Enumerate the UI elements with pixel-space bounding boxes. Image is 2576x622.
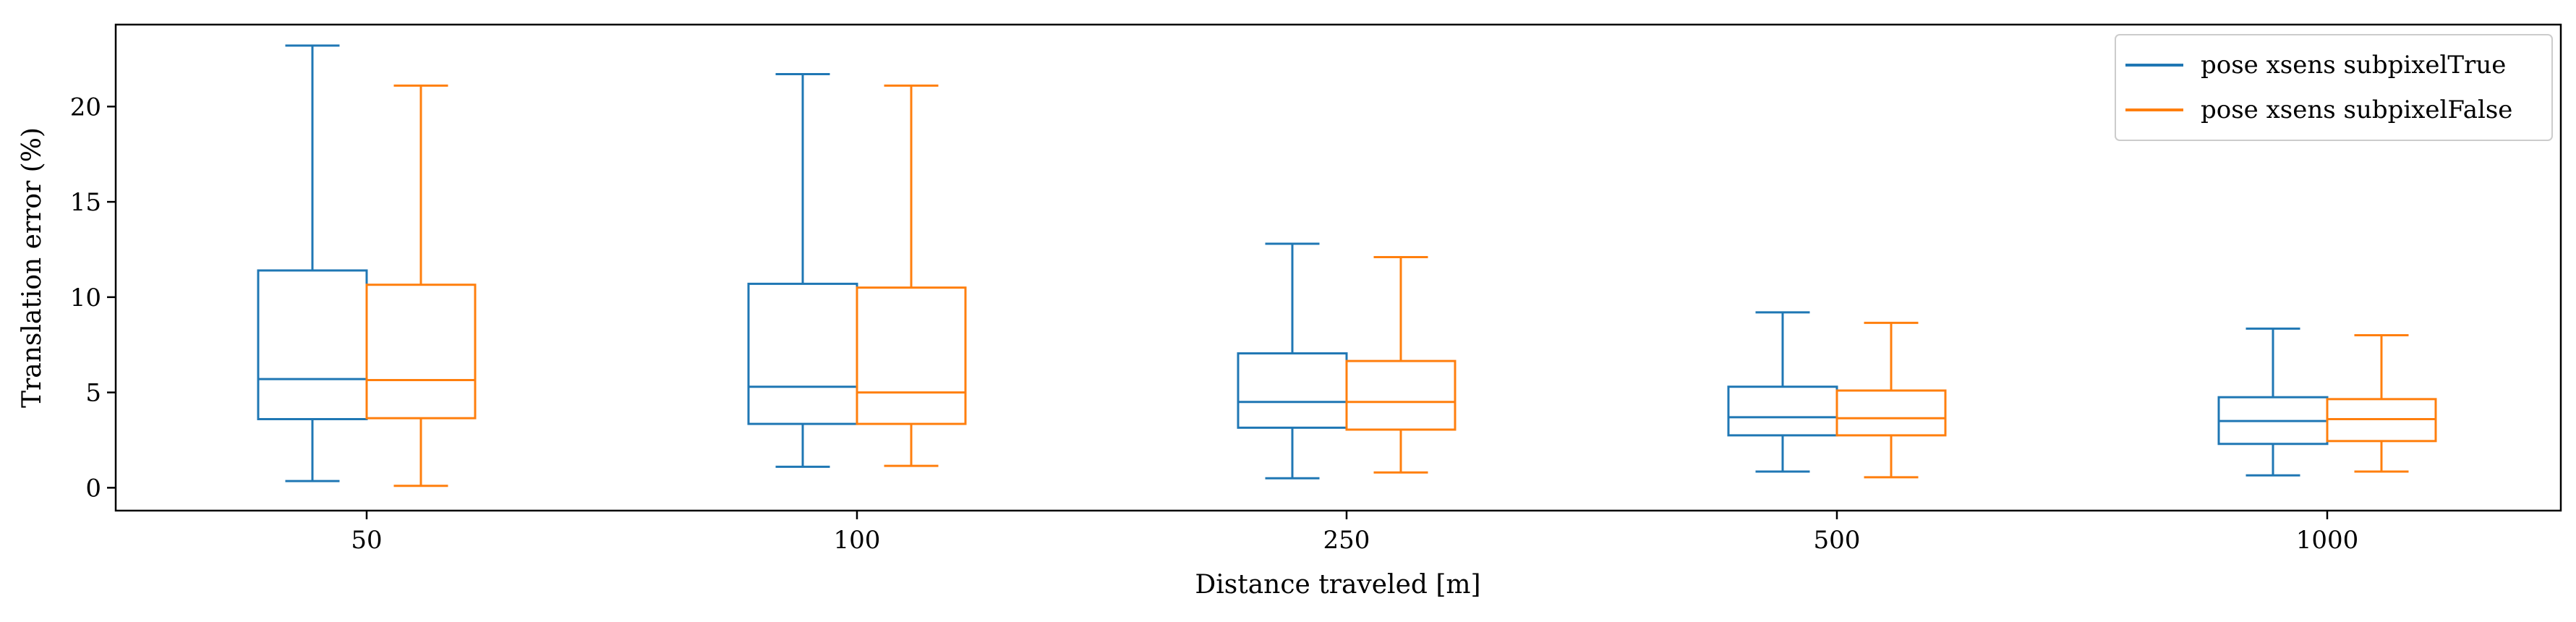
- y-tick-label: 15: [70, 188, 101, 217]
- y-tick-label: 20: [70, 93, 101, 122]
- x-tick-label: 100: [834, 526, 881, 555]
- x-axis: 50 100 250 500 1000: [351, 511, 2358, 555]
- box-subpixel-false: [856, 84, 967, 467]
- legend-label: pose xsens subpixelTrue: [2201, 51, 2506, 80]
- box-subpixel-false: [2326, 334, 2437, 473]
- x-tick-label: 50: [351, 526, 382, 555]
- x-tick-label: 1000: [2296, 526, 2359, 555]
- y-axis-label: Translation error (%): [17, 127, 47, 408]
- x-tick-label: 500: [1814, 526, 1861, 555]
- y-tick-label: 10: [70, 284, 101, 312]
- x-tick-label: 250: [1323, 526, 1370, 555]
- box-subpixel-false: [1345, 256, 1457, 474]
- y-tick-label: 5: [85, 379, 101, 408]
- boxes-layer: [257, 44, 2437, 487]
- y-tick-label: 0: [85, 474, 101, 503]
- x-axis-label: Distance traveled [m]: [1195, 570, 1480, 600]
- box-subpixel-false: [365, 84, 477, 487]
- legend-box: [2115, 34, 2553, 141]
- box-subpixel-true: [257, 44, 368, 482]
- box-subpixel-true: [1727, 311, 1838, 473]
- legend-label: pose xsens subpixelFalse: [2201, 95, 2512, 124]
- plot-frame: [114, 23, 2562, 512]
- y-axis: 0 5 10 15 20: [70, 93, 116, 503]
- box-subpixel-false: [1835, 321, 1947, 479]
- legend: pose xsens subpixelTrue pose xsens subpix…: [2115, 34, 2553, 141]
